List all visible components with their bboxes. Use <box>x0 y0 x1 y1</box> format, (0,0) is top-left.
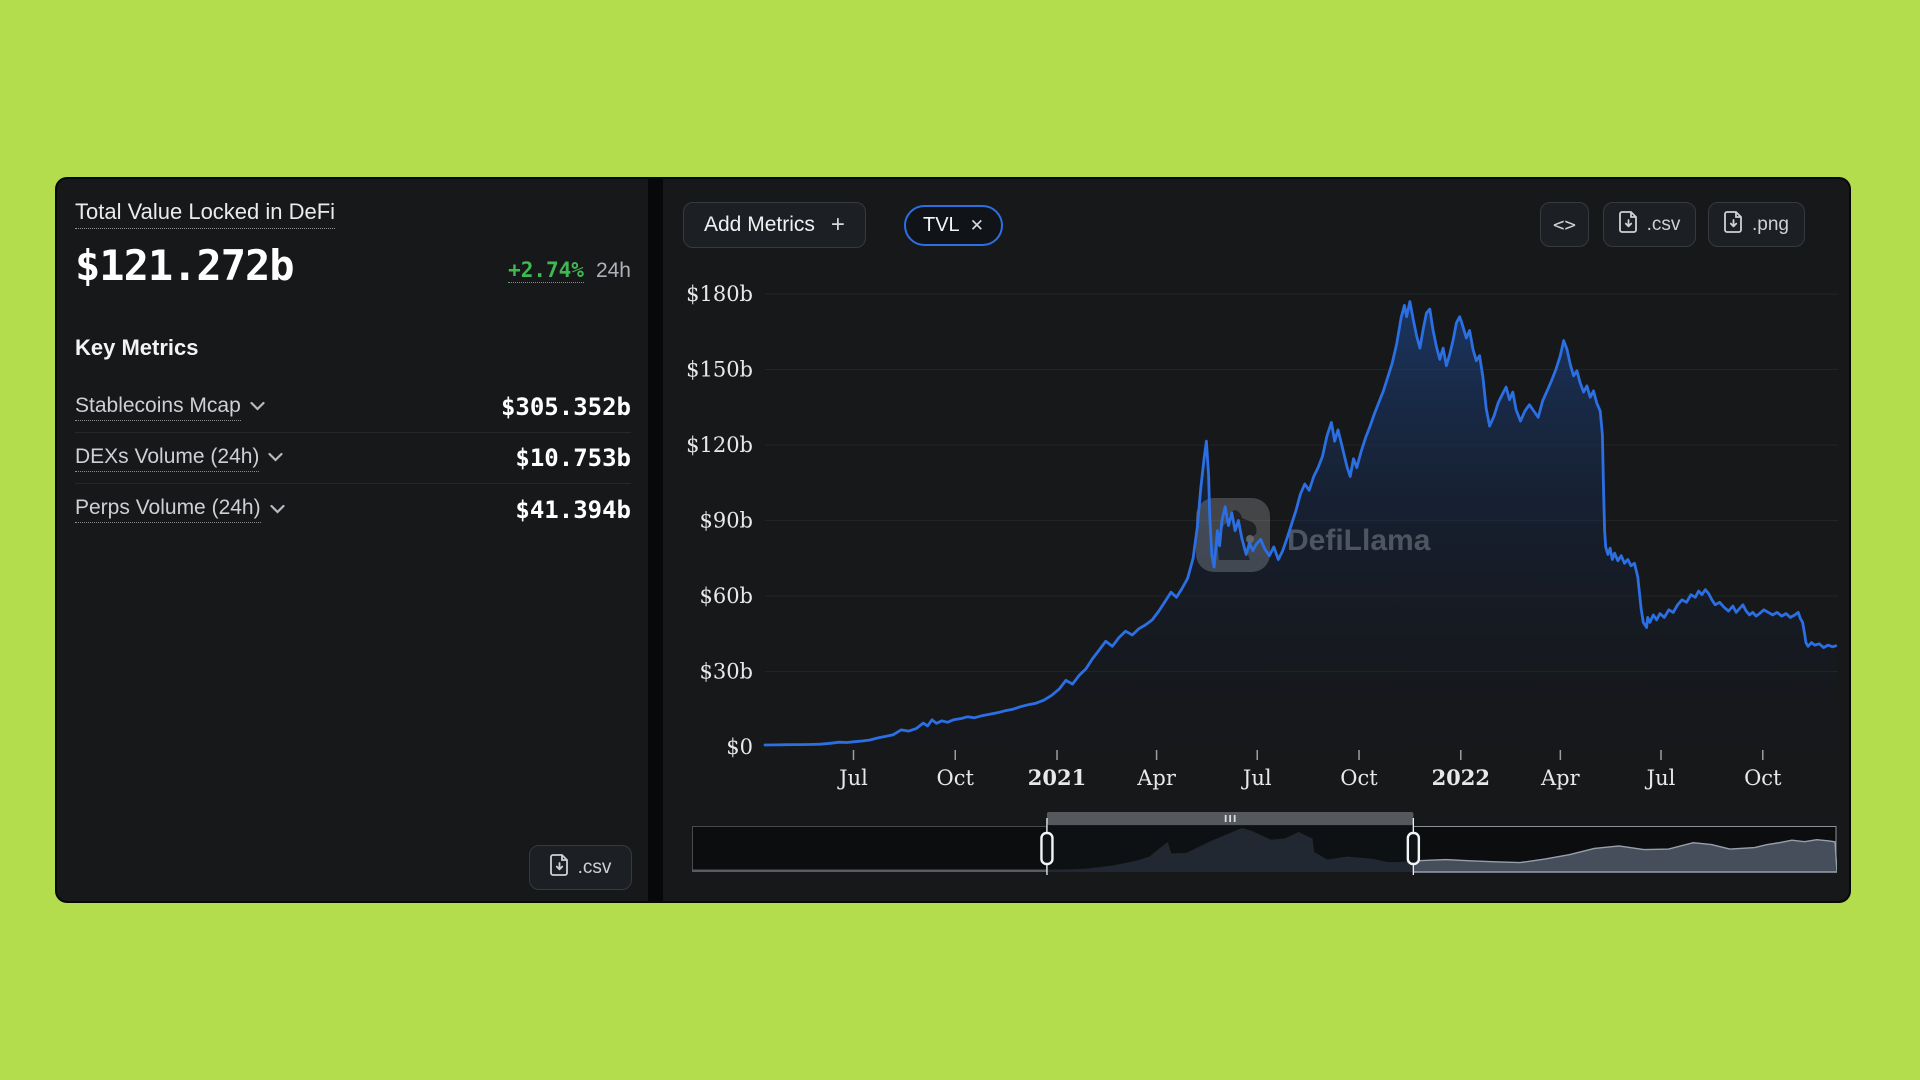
y-axis-label: $150b <box>686 358 753 382</box>
plus-icon: + <box>830 211 845 238</box>
watermark-text: DefiLlama <box>1287 524 1431 557</box>
x-axis-label: 2022 <box>1432 765 1490 790</box>
tvl-metric-chip[interactable]: TVL ✕ <box>904 205 1003 246</box>
chart-panel: Add Metrics + TVL ✕ <> .csv .png $0 $30b $… <box>663 179 1849 901</box>
file-download-icon <box>1618 210 1638 239</box>
metric-label-wrap[interactable]: DEXs Volume (24h) <box>75 445 284 472</box>
metric-value: $41.394b <box>515 495 631 524</box>
metric-row-dexs-volume[interactable]: DEXs Volume (24h) $10.753b <box>75 433 631 484</box>
metric-value: $10.753b <box>515 444 631 472</box>
metric-value: $305.352b <box>500 393 631 421</box>
file-download-icon <box>549 853 569 882</box>
tvl-change-wrap: +2.74% 24h <box>508 258 631 287</box>
close-icon[interactable]: ✕ <box>969 215 984 235</box>
metric-label[interactable]: Stablecoins Mcap <box>75 394 241 421</box>
x-axis-label: Oct <box>1340 766 1378 790</box>
tvl-area-chart[interactable]: $0 $30b $60b $90b $120b $150b $180b Jul Oct 2021 A… <box>675 277 1845 797</box>
csv-button-label: .csv <box>577 856 612 878</box>
x-axis-label: Apr <box>1136 766 1177 790</box>
x-axis-label: 2021 <box>1028 765 1086 790</box>
tvl-change-period: 24h <box>595 258 631 282</box>
x-axis-label: Jul <box>1645 766 1676 790</box>
brush-left-handle[interactable] <box>1040 831 1054 866</box>
metric-row-stablecoins[interactable]: Stablecoins Mcap $305.352b <box>75 382 631 433</box>
x-axis-label: Jul <box>1241 766 1272 790</box>
tvl-value-row: $121.272b +2.74% 24h <box>75 231 631 287</box>
y-axis-label: $0 <box>726 735 753 759</box>
brush-right-handle[interactable] <box>1406 831 1421 866</box>
tvl-line <box>763 300 1838 747</box>
tvl-total-value: $121.272b <box>75 241 295 290</box>
timeline-brush[interactable] <box>692 810 1837 876</box>
chevron-down-icon <box>250 398 265 416</box>
chart-csv-button[interactable]: .csv <box>1603 202 1696 247</box>
tvl-chip-label: TVL <box>923 214 960 236</box>
x-axis-label: Oct <box>1744 766 1782 790</box>
panel-title: Total Value Locked in DeFi <box>75 199 336 229</box>
png-button-label: .png <box>1752 213 1789 235</box>
tvl-area-fill <box>765 301 1836 747</box>
y-axis-label: $180b <box>686 282 753 306</box>
tvl-change-percent: +2.74% <box>508 257 584 283</box>
brush-left-region[interactable] <box>692 826 1047 872</box>
x-axis-label: Jul <box>837 766 868 790</box>
key-metrics-heading: Key Metrics <box>75 335 199 360</box>
metric-label-wrap[interactable]: Perps Volume (24h) <box>75 496 285 523</box>
chart-png-button[interactable]: .png <box>1708 202 1805 247</box>
key-metrics-list: Stablecoins Mcap $305.352b DEXs Volume (… <box>75 382 631 535</box>
metric-row-perps-volume[interactable]: Perps Volume (24h) $41.394b <box>75 484 631 535</box>
dashboard-container: Total Value Locked in DeFi $121.272b +2.… <box>55 177 1851 903</box>
embed-code-button[interactable]: <> <box>1540 202 1589 247</box>
x-axis-label: Oct <box>937 766 975 790</box>
chevron-down-icon <box>268 449 284 467</box>
y-axis-label: $120b <box>686 433 753 457</box>
y-axis-label: $90b <box>699 509 753 533</box>
metric-label[interactable]: Perps Volume (24h) <box>75 496 261 523</box>
csv-button-label: .csv <box>1646 213 1681 235</box>
metric-label[interactable]: DEXs Volume (24h) <box>75 445 260 472</box>
add-metrics-label: Add Metrics <box>704 213 815 236</box>
code-brackets-icon: <> <box>1553 213 1576 236</box>
chevron-down-icon <box>270 501 285 519</box>
metric-label-wrap[interactable]: Stablecoins Mcap <box>75 394 265 421</box>
file-download-icon <box>1724 210 1743 239</box>
add-metrics-button[interactable]: Add Metrics + <box>683 202 866 248</box>
download-csv-button[interactable]: .csv <box>529 845 632 890</box>
x-axis-label: Apr <box>1540 766 1581 790</box>
y-axis-label: $30b <box>699 660 753 684</box>
y-axis-label: $60b <box>699 584 753 608</box>
key-metrics-panel: Total Value Locked in DeFi $121.272b +2.… <box>57 179 648 901</box>
